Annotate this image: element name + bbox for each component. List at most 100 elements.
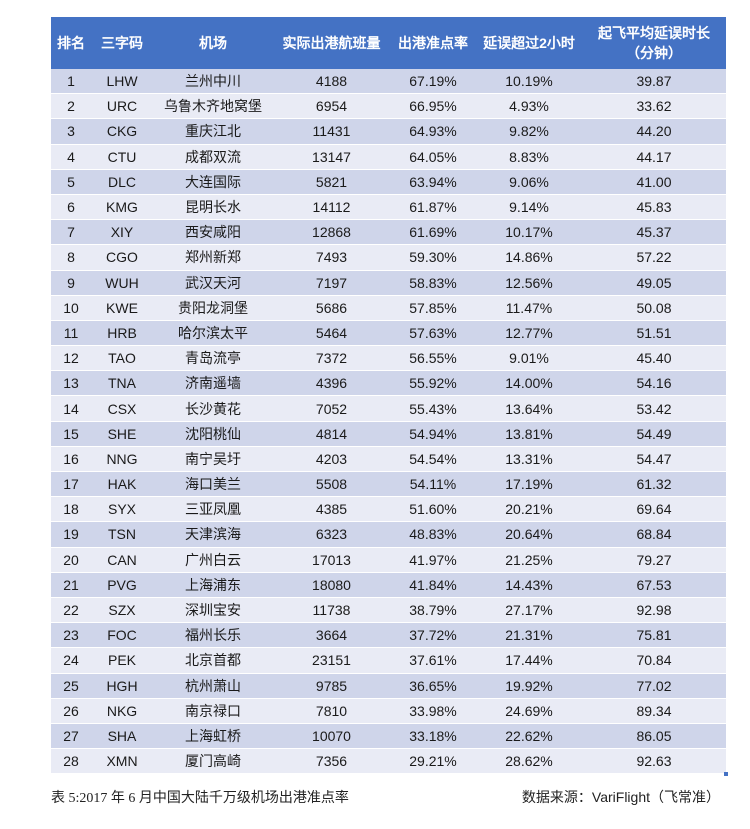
table-row: 18 SYX 三亚凤凰 4385 51.60% 20.21% 69.64 [51,496,726,523]
table-cell: 28.62% [476,748,582,775]
table-cell: 南京禄口 [153,698,273,724]
table-cell: 51.60% [390,496,476,523]
table-cell: 兰州中川 [153,69,273,95]
table-cell: URC [91,93,153,120]
table-cell: 41.84% [390,572,476,598]
table-cell: 17013 [273,547,390,573]
table-cell: 24.69% [476,698,582,724]
table-cell: 39.87 [582,69,726,95]
table-cell: 33.18% [390,723,476,750]
table-row: 2 URC 乌鲁木齐地窝堡 6954 66.95% 4.93% 33.62 [51,93,726,120]
table-cell: 51.51 [582,320,726,347]
table-cell: 4 [51,144,91,170]
table-cell: 11431 [273,118,390,145]
table-cell: 6 [51,194,91,221]
table-cell: 武汉天河 [153,270,273,296]
table-cell: 重庆江北 [153,118,273,145]
table-cell: 沈阳桃仙 [153,421,273,447]
table-cell: 南宁吴圩 [153,446,273,473]
table-cell: 23151 [273,647,390,674]
table-cell: KMG [91,194,153,221]
table-cell: 9.82% [476,118,582,145]
table-cell: 92.63 [582,748,726,775]
table-row: 24 PEK 北京首都 23151 37.61% 17.44% 70.84 [51,647,726,674]
table-cell: 3 [51,118,91,145]
table-row: 15 SHE 沈阳桃仙 4814 54.94% 13.81% 54.49 [51,421,726,447]
table-cell: 59.30% [390,244,476,271]
table-cell: 45.40 [582,345,726,372]
table-cell: 8.83% [476,144,582,170]
table-cell: 20.64% [476,521,582,548]
table-cell: 10 [51,295,91,321]
table-cell: 63.94% [390,169,476,195]
column-header: 三字码 [91,17,153,69]
table-cell: 13 [51,370,91,397]
table-cell: 7 [51,219,91,246]
table-cell: 10070 [273,723,390,750]
table-cell: 17 [51,471,91,498]
table-cell: 4188 [273,69,390,95]
table-row: 11 HRB 哈尔滨太平 5464 57.63% 12.77% 51.51 [51,320,726,347]
table-cell: SHE [91,421,153,447]
table-cell: LHW [91,69,153,95]
table-cell: 66.95% [390,93,476,120]
table-cell: 14 [51,395,91,422]
table-row: 3 CKG 重庆江北 11431 64.93% 9.82% 44.20 [51,118,726,145]
table-cell: 济南遥墙 [153,370,273,397]
table-row: 28 XMN 厦门高崎 7356 29.21% 28.62% 92.63 [51,748,726,775]
table-row: 8 CGO 郑州新郑 7493 59.30% 14.86% 57.22 [51,244,726,271]
table-row: 5 DLC 大连国际 5821 63.94% 9.06% 41.00 [51,169,726,195]
table-cell: 36.65% [390,673,476,699]
table-cell: WUH [91,270,153,296]
table-cell: 7356 [273,748,390,775]
table-cell: 7052 [273,395,390,422]
table-cell: 5464 [273,320,390,347]
airport-punctuality-table: 排名 三字码 机场 实际出港航班量 出港准点率 延误超过2小时 起飞平均延误时长 （分钟） … [51,17,726,775]
table-cell: 25 [51,673,91,699]
table-cell: KWE [91,295,153,321]
table-cell: XMN [91,748,153,775]
table-cell: 12 [51,345,91,372]
table-cell: 38.79% [390,597,476,624]
table-cell: 14112 [273,194,390,221]
table-cell: 成都双流 [153,144,273,170]
table-cell: 3664 [273,622,390,649]
column-header: 延误超过2小时 [476,17,582,69]
table-row: 22 SZX 深圳宝安 11738 38.79% 27.17% 92.98 [51,597,726,624]
table-cell: 45.37 [582,219,726,246]
table-cell: CTU [91,144,153,170]
table-cell: 贵阳龙洞堡 [153,295,273,321]
table-cell: 57.63% [390,320,476,347]
table-cell: SZX [91,597,153,624]
table-cell: 79.27 [582,547,726,573]
table-cell: 61.69% [390,219,476,246]
table-cell: 16 [51,446,91,473]
table-caption: 表 5:2017 年 6 月中国大陆千万级机场出港准点率 [51,791,349,806]
table-cell: 三亚凤凰 [153,496,273,523]
table-cell: 89.34 [582,698,726,724]
table-cell: 9.01% [476,345,582,372]
table-cell: 19.92% [476,673,582,699]
table-row: 9 WUH 武汉天河 7197 58.83% 12.56% 49.05 [51,270,726,296]
table-cell: 4396 [273,370,390,397]
table-cell: 33.62 [582,93,726,120]
table-cell: 19 [51,521,91,548]
table-cell: 21.31% [476,622,582,649]
table-cell: PVG [91,572,153,598]
table-cell: 14.00% [476,370,582,397]
table-cell: 1 [51,69,91,95]
table-cell: 18 [51,496,91,523]
table-cell: 青岛流亭 [153,345,273,372]
table-cell: 10.19% [476,69,582,95]
table-cell: 上海虹桥 [153,723,273,750]
table-cell: 14.86% [476,244,582,271]
table-cell: 10.17% [476,219,582,246]
table-cell: TAO [91,345,153,372]
table-cell: 12.56% [476,270,582,296]
table-cell: 哈尔滨太平 [153,320,273,347]
table-cell: 64.93% [390,118,476,145]
table-row: 17 HAK 海口美兰 5508 54.11% 17.19% 61.32 [51,471,726,498]
table-cell: 9785 [273,673,390,699]
table-cell: 郑州新郑 [153,244,273,271]
table-cell: 13.81% [476,421,582,447]
